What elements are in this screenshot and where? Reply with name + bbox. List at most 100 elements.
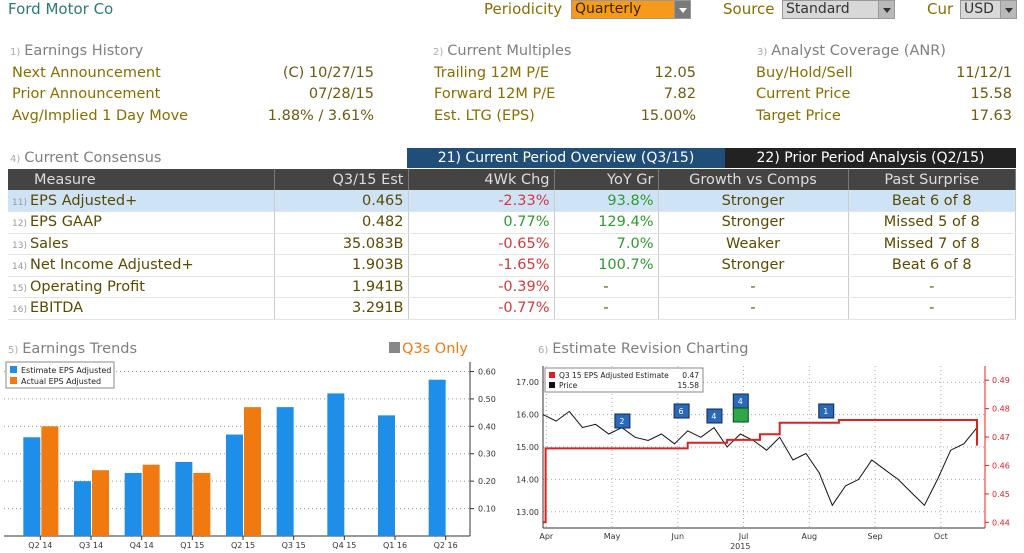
current-multiples-title[interactable]: 2) Current Multiples	[433, 43, 572, 59]
col-yoy-gr[interactable]: YoY Gr	[554, 169, 659, 190]
estimate-revision-chart: 13.00 14.00 15.00 16.00 17.00 Apr May Jun Jul Aug…	[516, 366, 1010, 551]
cur-label: Cur	[927, 0, 954, 18]
measure-name: Net Income Adjusted+	[29, 257, 194, 274]
revision-marker-label: 4	[711, 412, 716, 421]
buy-hold-sell-label: Buy/Hold/Sell	[756, 65, 853, 81]
cell-4wk-chg: -1.65%	[408, 254, 555, 277]
forward-pe-value: 7.82	[663, 86, 696, 102]
section-title-text: Current Consensus	[24, 150, 162, 166]
table-row[interactable]: 16) EBITDA 3.291B -0.77% - - -	[8, 297, 1016, 320]
x-tick-label: Oct	[934, 532, 948, 541]
current-consensus-title[interactable]: 4) Current Consensus	[10, 150, 162, 166]
analyst-coverage-title[interactable]: 3) Analyst Coverage (ANR)	[757, 43, 946, 59]
section-number: 1)	[10, 47, 21, 58]
table-row[interactable]: 14) Net Income Adjusted+ 1.903B -1.65% 100.7…	[8, 254, 1016, 277]
cell-yoy-gr: 129.4%	[554, 211, 659, 234]
chevron-down-icon[interactable]	[1000, 1, 1016, 18]
buy-hold-sell-value: 11/12/1	[956, 65, 1012, 81]
col-measure[interactable]: Measure	[8, 169, 275, 190]
trailing-pe-value: 12.05	[654, 65, 696, 81]
table-row[interactable]: 15) Operating Profit 1.941B -0.39% - - -	[8, 276, 1016, 298]
y-left-tick-label: 17.00	[516, 378, 539, 387]
ltg-value: 15.00%	[640, 108, 696, 124]
tab-prior-period[interactable]: 22) Prior Period Analysis (Q2/15)	[725, 148, 1016, 168]
col-estimate[interactable]: Q3/15 Est	[274, 169, 409, 190]
col-past-surprise[interactable]: Past Surprise	[848, 169, 1016, 190]
cell-measure[interactable]: 11) EPS Adjusted+	[8, 190, 275, 212]
currency-value: USD	[964, 1, 994, 17]
cell-measure[interactable]: 16) EBITDA	[8, 297, 275, 320]
chevron-down-icon[interactable]	[674, 1, 690, 18]
table-row[interactable]: 12) EPS GAAP 0.482 0.77% 129.4% Stronger Misse…	[8, 211, 1016, 234]
tab-current-period[interactable]: 21) Current Period Overview (Q3/15)	[407, 148, 725, 168]
y-tick-label: 0.60	[478, 367, 496, 376]
cell-growth-vs-comps: Stronger	[658, 211, 849, 234]
cell-measure[interactable]: 12) EPS GAAP	[8, 211, 275, 234]
x-tick-label: Q2 15	[231, 541, 255, 550]
legend-estimate-label: Estimate EPS Adjusted	[21, 366, 111, 375]
bar-estimate	[175, 461, 193, 536]
table-row[interactable]: 11) EPS Adjusted+ 0.465 -2.33% 93.8% Stronger…	[8, 190, 1016, 212]
measure-name: EPS GAAP	[29, 214, 102, 231]
bar-actual	[244, 407, 261, 536]
bar-estimate	[327, 393, 345, 536]
x-tick-label: Q4 14	[130, 541, 154, 550]
table-row[interactable]: 13) Sales 35.083B -0.65% 7.0% Weaker Missed 7 …	[8, 233, 1016, 255]
trailing-pe-label: Trailing 12M P/E	[434, 65, 550, 81]
cell-measure[interactable]: 13) Sales	[8, 233, 275, 255]
section-title-text: Current Multiples	[447, 43, 572, 59]
col-4wk-chg[interactable]: 4Wk Chg	[408, 169, 555, 190]
currency-select[interactable]: USD	[960, 0, 1017, 19]
revision-marker-label: 1	[823, 407, 828, 416]
bar-estimate	[226, 434, 243, 536]
row-number: 12)	[12, 219, 27, 230]
cell-4wk-chg: 0.77%	[408, 211, 555, 234]
current-price-label: Current Price	[756, 86, 851, 102]
y-right-tick-label: 0.46	[992, 461, 1010, 470]
row-number: 16)	[12, 305, 27, 316]
row-number: 14)	[12, 262, 27, 273]
x-year-label: 2015	[730, 542, 750, 551]
section-title-text: Earnings Trends	[22, 341, 138, 357]
estimate-revision-title[interactable]: 6) Estimate Revision Charting	[538, 341, 748, 357]
row-number: 11)	[12, 197, 27, 208]
x-tick-label: Q1 15	[180, 541, 204, 550]
y-tick-label: 0.50	[478, 395, 496, 404]
earnings-history-title[interactable]: 1) Earnings History	[10, 43, 143, 59]
cell-past-surprise: Beat 6 of 8	[848, 254, 1016, 277]
cell-growth-vs-comps: -	[658, 276, 849, 298]
table-header-row: Measure Q3/15 Est 4Wk Chg YoY Gr Growth …	[8, 169, 1016, 190]
y-right-tick-label: 0.47	[992, 433, 1010, 442]
revision-marker	[673, 403, 690, 419]
section-number: 4)	[10, 154, 21, 165]
ltg-label: Est. LTG (EPS)	[434, 108, 535, 124]
cell-measure[interactable]: 15) Operating Profit	[8, 276, 275, 298]
col-growth-vs-comps[interactable]: Growth vs Comps	[658, 169, 849, 190]
bar-actual	[41, 426, 59, 536]
section-number: 2)	[433, 47, 444, 58]
bar-actual	[92, 470, 109, 536]
chevron-down-icon[interactable]	[878, 1, 894, 18]
checkbox-icon[interactable]	[389, 342, 400, 353]
q3s-only-toggle[interactable]: Q3s Only	[389, 341, 468, 357]
earnings-trends-title[interactable]: 5) Earnings Trends	[8, 341, 137, 357]
source-select[interactable]: Standard	[782, 0, 895, 19]
x-tick-label: Q4 15	[332, 541, 356, 550]
bar-actual	[193, 472, 211, 536]
cell-yoy-gr: 93.8%	[554, 190, 659, 212]
estimate-line	[543, 419, 978, 524]
cell-yoy-gr: 100.7%	[554, 254, 659, 277]
cell-estimate: 1.941B	[274, 276, 409, 298]
bar-actual	[142, 464, 160, 536]
legend-price-value: 15.58	[678, 381, 700, 390]
day-move-value: 1.88% / 3.61%	[267, 108, 374, 124]
cell-measure[interactable]: 14) Net Income Adjusted+	[8, 254, 275, 277]
section-title-text: Estimate Revision Charting	[552, 341, 749, 357]
cell-growth-vs-comps: Stronger	[658, 254, 849, 277]
x-tick-label: Q2 16	[434, 541, 458, 550]
row-number: 15)	[12, 283, 27, 294]
periodicity-select[interactable]: Quarterly	[571, 0, 691, 19]
section-title-text: Analyst Coverage (ANR)	[771, 43, 946, 59]
y-tick-label: 0.20	[478, 477, 496, 486]
y-tick-label: 0.10	[478, 505, 496, 514]
